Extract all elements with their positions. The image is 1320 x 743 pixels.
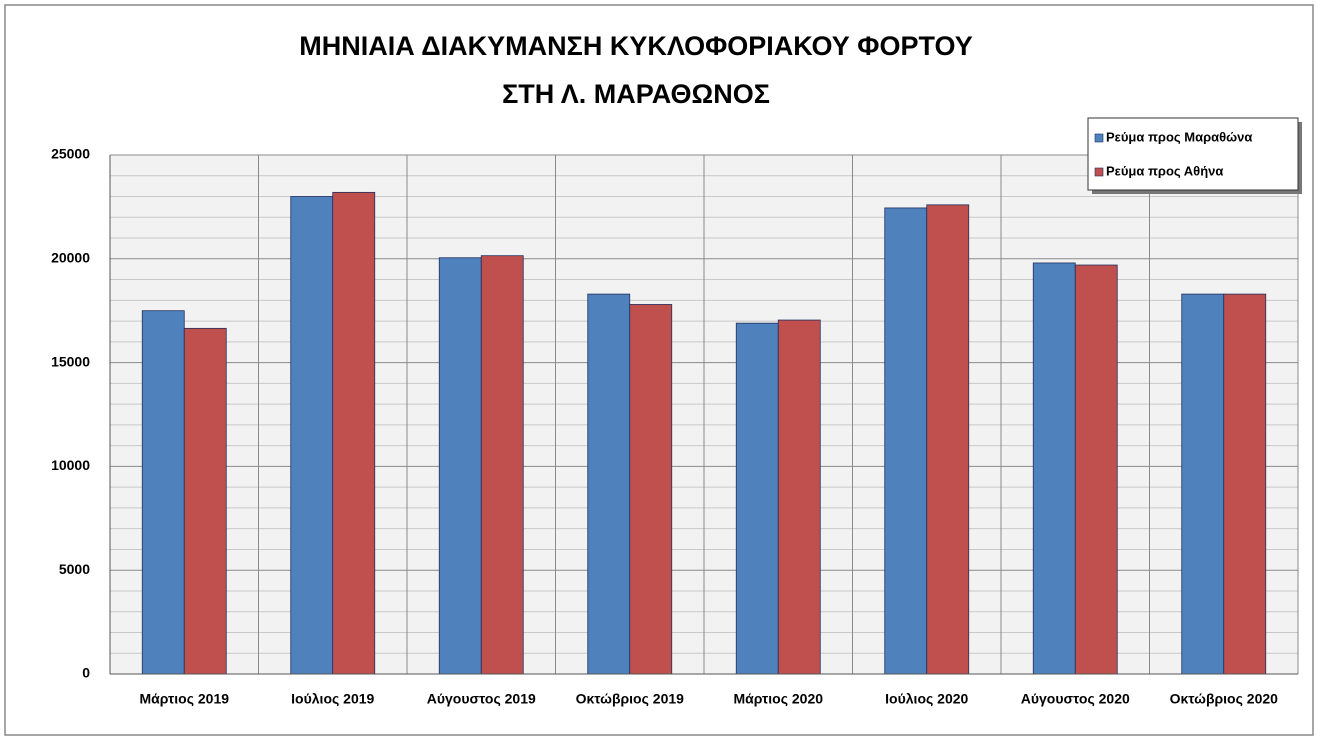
bar: [183, 327, 227, 675]
bar: [629, 304, 673, 675]
bar: [480, 255, 524, 675]
chart-title: ΣΤΗ Λ. ΜΑΡΑΘΩΝΟΣ: [502, 79, 770, 109]
bar: [1181, 293, 1225, 675]
y-tick-label: 0: [82, 665, 90, 681]
bar: [1074, 264, 1118, 675]
bar: [884, 207, 928, 675]
y-tick-label: 5000: [59, 561, 90, 577]
x-tick-label: Μάρτιος 2020: [733, 691, 823, 707]
bar: [587, 293, 631, 675]
legend: [1087, 117, 1299, 191]
x-tick-label: Ιούλιος 2020: [885, 691, 968, 707]
y-tick-label: 10000: [51, 457, 90, 473]
bar: [1223, 293, 1267, 675]
x-tick-label: Ιούλιος 2019: [291, 691, 374, 707]
y-tick-label: 25000: [51, 146, 90, 162]
legend-swatch: [1094, 167, 1104, 177]
legend-label: Ρεύμα προς Μαραθώνα: [1106, 129, 1252, 144]
bar: [777, 319, 821, 675]
y-tick-label: 15000: [51, 353, 90, 369]
bar: [290, 196, 334, 675]
bar: [735, 322, 779, 675]
x-tick-label: Οκτώβριος 2020: [1170, 691, 1279, 707]
bar: [141, 310, 185, 675]
y-tick-label: 20000: [51, 250, 90, 266]
x-tick-label: Αύγουστος 2020: [1021, 691, 1130, 707]
legend-swatch: [1094, 133, 1104, 143]
bar: [332, 191, 376, 675]
x-tick-label: Αύγουστος 2019: [427, 691, 536, 707]
bar: [1032, 262, 1076, 675]
x-tick-label: Μάρτιος 2019: [139, 691, 229, 707]
bar: [926, 204, 970, 675]
legend-label: Ρεύμα προς Αθήνα: [1106, 163, 1223, 178]
chart-title: ΜΗΝΙΑΙΑ ΔΙΑΚΥΜΑΝΣΗ ΚΥΚΛΟΦΟΡΙΑΚΟΥ ΦΟΡΤΟΥ: [299, 31, 973, 61]
x-tick-label: Οκτώβριος 2019: [576, 691, 685, 707]
bar: [438, 257, 482, 675]
